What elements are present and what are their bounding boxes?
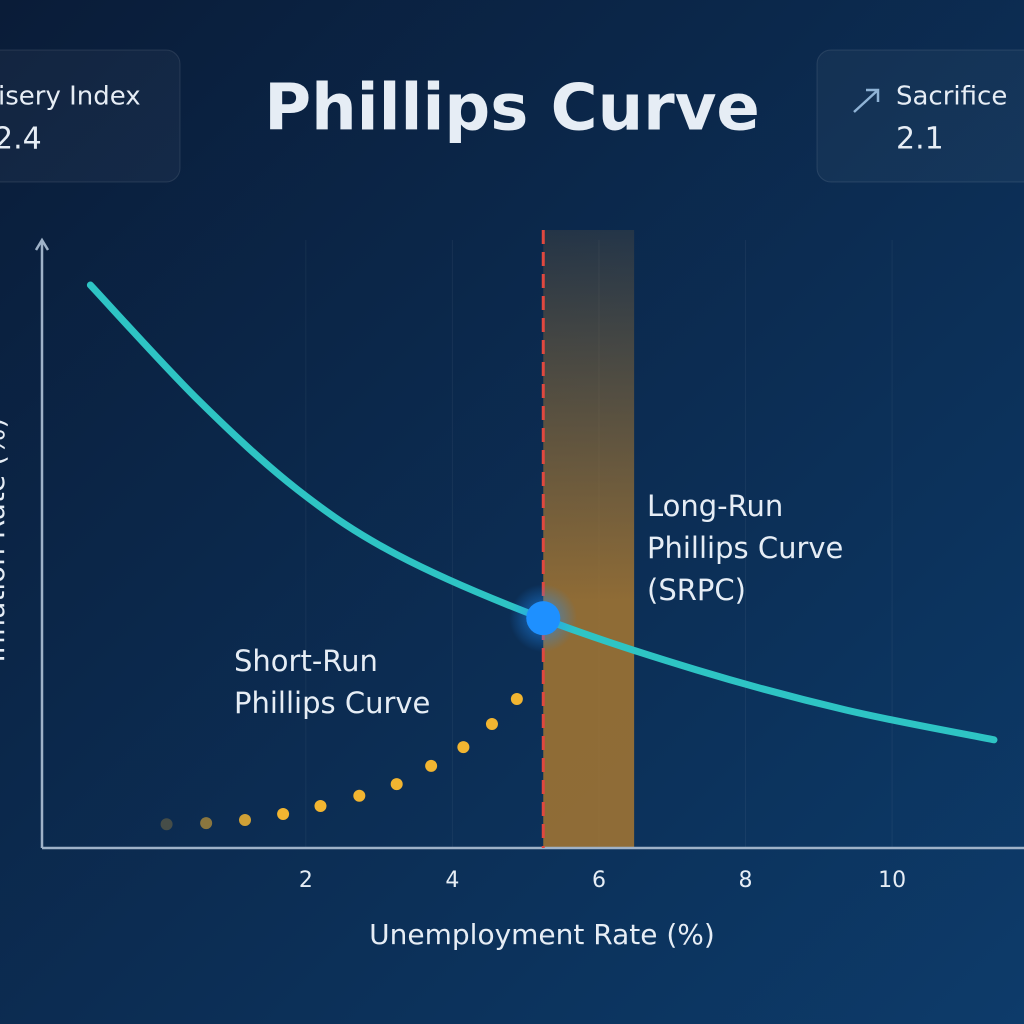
trend-icon (853, 88, 880, 113)
card-label: Sacrifice (896, 82, 1007, 112)
point (353, 789, 366, 802)
axis (34, 237, 1024, 850)
annotation: Short-Run Phillips Curve (234, 644, 430, 720)
point (425, 759, 438, 772)
point (457, 741, 470, 754)
card-value: 2.1 (896, 122, 944, 157)
card-label: isery Index (0, 82, 141, 112)
annotation-line: Short-Run (234, 644, 378, 678)
annotation-line: Phillips Curve (647, 531, 843, 565)
highlight-point (526, 601, 561, 636)
x-tick-label: 10 (878, 868, 906, 893)
x-tick-label: 2 (299, 868, 313, 893)
x-axis-label: Unemployment Rate (%) (369, 918, 715, 951)
line (86, 281, 998, 744)
point (200, 817, 213, 830)
y-axis-label: Inflation Rate (%) (0, 418, 11, 663)
point (238, 814, 251, 827)
point (277, 807, 290, 820)
point (510, 693, 523, 706)
point (314, 800, 327, 813)
card (816, 49, 1024, 183)
chart-title: Phillips Curve (264, 72, 760, 146)
annotation-line: Long-Run (647, 489, 783, 523)
annotation: Long-Run Phillips Curve (SRPC) (647, 489, 843, 607)
card (0, 49, 181, 183)
band (543, 230, 635, 848)
x-tick-label: 8 (739, 868, 753, 893)
point (160, 818, 173, 831)
card-value: 2.4 (0, 122, 42, 157)
point (390, 778, 403, 791)
x-tick-label: 4 (445, 868, 459, 893)
x-tick-label: 6 (592, 868, 606, 893)
annotation-line: Phillips Curve (234, 686, 430, 720)
annotation-line: (SRPC) (647, 573, 746, 607)
point (485, 717, 498, 730)
